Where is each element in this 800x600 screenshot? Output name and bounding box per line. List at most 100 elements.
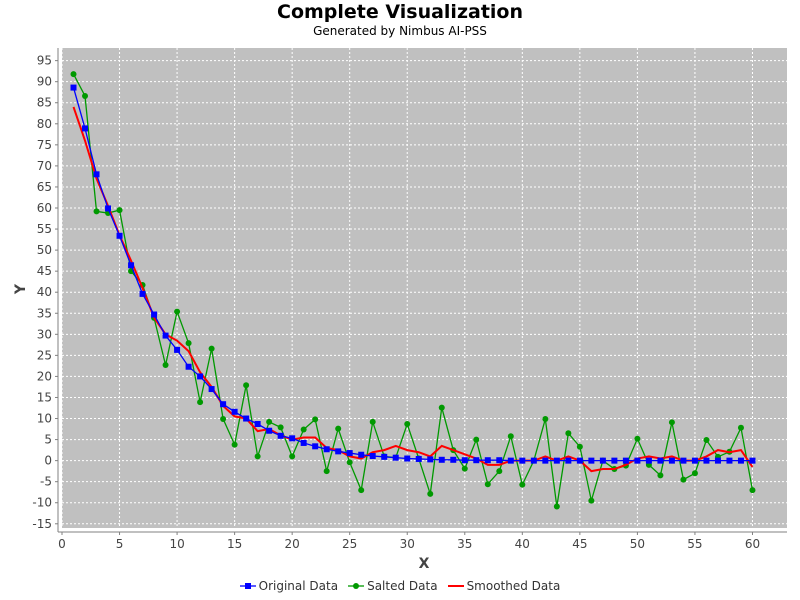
salted-data-point xyxy=(82,93,89,99)
x-tick-label: 40 xyxy=(515,537,530,551)
salted-data-point xyxy=(553,503,560,510)
original-data-point xyxy=(105,205,112,212)
salted-data-line xyxy=(72,73,754,507)
original-data-point xyxy=(473,457,480,464)
x-tick-label: 20 xyxy=(285,537,300,551)
salted-data-point xyxy=(197,399,204,406)
salted-data-point xyxy=(749,487,756,494)
salted-data-point xyxy=(277,424,284,431)
y-tick-label: 85 xyxy=(37,96,52,110)
x-tick-label: 15 xyxy=(227,537,242,551)
y-tick-label: 60 xyxy=(37,201,52,215)
original-data-point xyxy=(231,408,238,415)
legend-label: Smoothed Data xyxy=(466,579,561,593)
original-data-point xyxy=(70,84,77,91)
y-tick-label: -15 xyxy=(32,517,52,531)
original-data-point xyxy=(542,457,549,464)
original-data-point xyxy=(622,457,629,464)
salted-data-point xyxy=(576,443,583,450)
original-data-point xyxy=(358,451,365,458)
salted-data-point xyxy=(691,470,698,477)
original-data-point xyxy=(519,457,526,464)
y-tick-label: 80 xyxy=(37,117,52,131)
original-data-point xyxy=(599,457,606,464)
x-tick-label: 50 xyxy=(630,537,645,551)
original-data-point xyxy=(277,432,284,439)
x-tick-label: 0 xyxy=(58,537,66,551)
salted-data-point xyxy=(254,453,261,460)
salted-data-point xyxy=(116,207,123,214)
original-data-point xyxy=(208,386,215,393)
original-data-point xyxy=(714,457,721,464)
salted-data-point xyxy=(507,433,514,440)
salted-data-point xyxy=(358,487,365,494)
y-tick-label: 30 xyxy=(37,327,52,341)
original-data-point xyxy=(691,457,698,464)
x-tick-label: 30 xyxy=(400,537,415,551)
y-tick-label: 95 xyxy=(37,54,52,68)
original-data-point xyxy=(323,446,330,453)
original-data-point xyxy=(565,457,572,464)
salted-data-point xyxy=(174,308,181,315)
original-data-point xyxy=(461,457,468,464)
salted-data-point xyxy=(657,472,664,479)
original-data-point xyxy=(392,454,399,461)
salted-data-point xyxy=(473,436,480,443)
x-tick-label: 55 xyxy=(687,537,702,551)
original-data-point xyxy=(93,171,100,178)
y-tick-label: 40 xyxy=(37,285,52,299)
original-data-point xyxy=(381,453,388,460)
salted-data-point xyxy=(162,362,169,369)
chart-svg: 0 5 10 15 20 25 30 35 40 45 50 55 60 -15 -10 -5 0 5 10 15 20… xyxy=(13,48,787,572)
original-data-point xyxy=(243,415,250,422)
original-data-point xyxy=(427,456,434,463)
original-data-point xyxy=(312,443,319,450)
y-tick-label: 20 xyxy=(37,369,52,383)
y-tick-label: 0 xyxy=(44,454,52,468)
x-tick-label: 45 xyxy=(572,537,587,551)
original-data-point xyxy=(185,363,192,370)
original-data-point xyxy=(151,311,158,318)
original-data-point xyxy=(116,232,123,239)
y-axis-label: Y xyxy=(13,283,29,295)
original-data-point xyxy=(162,332,169,339)
y-tick-label: 5 xyxy=(44,433,52,447)
salted-data-point xyxy=(703,437,710,443)
legend-swatch-salted-data xyxy=(348,583,365,589)
original-data-point xyxy=(496,457,503,464)
series-layer xyxy=(70,71,756,510)
legend-item-original-data: Original Data xyxy=(239,579,339,593)
original-data-point xyxy=(703,457,710,464)
original-data-point xyxy=(438,456,445,463)
axes: 0 5 10 15 20 25 30 35 40 45 50 55 60 -15 -10 -5 0 5 10 15 20… xyxy=(32,48,787,551)
original-data-point xyxy=(128,262,135,269)
original-data-point xyxy=(369,453,376,459)
x-axis-label: X xyxy=(419,556,430,572)
salted-data-point xyxy=(300,426,307,433)
salted-data-point xyxy=(438,404,445,411)
y-tick-label: 90 xyxy=(37,75,52,89)
x-tick-label: 10 xyxy=(169,537,184,551)
salted-data-point xyxy=(208,345,215,352)
legend: Original Data Salted Data Smoothed Data xyxy=(0,579,800,593)
legend-label: Original Data xyxy=(258,579,339,593)
salted-data-point xyxy=(312,416,319,423)
original-data-series xyxy=(70,84,756,464)
original-data-point xyxy=(174,346,181,353)
salted-data-point xyxy=(220,415,227,422)
y-tick-label: 70 xyxy=(37,159,52,173)
salted-data-point xyxy=(427,490,434,497)
y-tick-label: -5 xyxy=(40,475,52,489)
original-data-point xyxy=(588,457,595,464)
salted-data-point xyxy=(461,465,468,472)
y-tick-label: 75 xyxy=(37,138,52,152)
y-tick-label: 35 xyxy=(37,306,52,320)
y-tick-label: 55 xyxy=(37,222,52,236)
x-tick-label: 5 xyxy=(116,537,124,551)
salted-data-point xyxy=(266,418,273,425)
chart-subtitle: Generated by Nimbus AI-PSS xyxy=(313,24,487,38)
salted-data-point xyxy=(243,382,250,389)
legend-label: Salted Data xyxy=(367,579,438,593)
y-tick-label: 10 xyxy=(37,412,52,426)
y-tick-label: 15 xyxy=(37,390,52,404)
